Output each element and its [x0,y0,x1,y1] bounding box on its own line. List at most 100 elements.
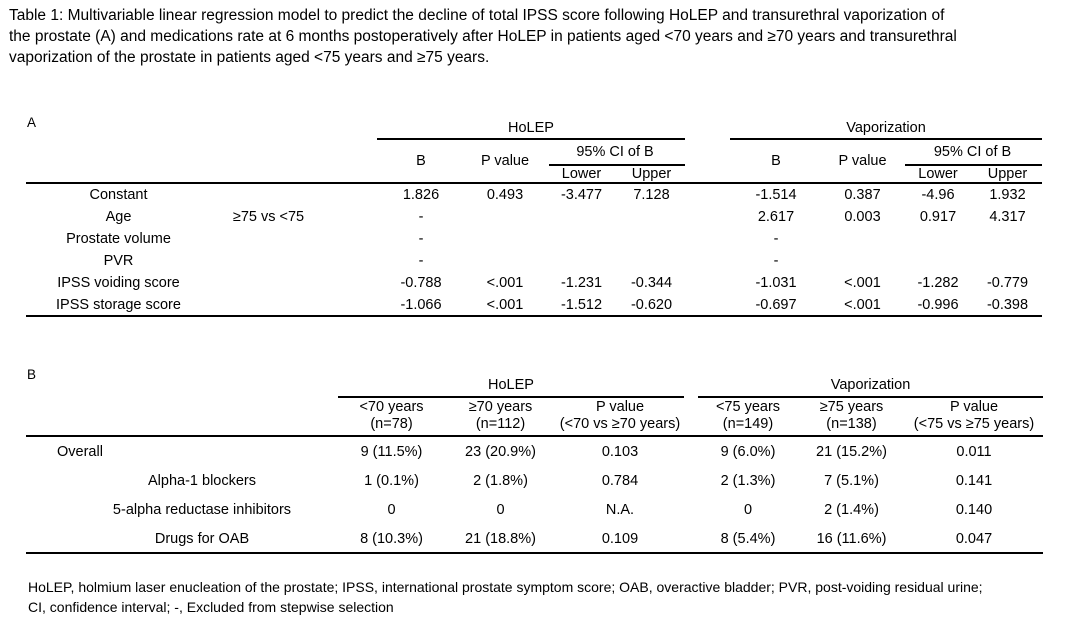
value-cell: 0.109 [601,530,639,547]
value-cell: -4.96 [921,187,955,203]
row-sublabel [211,294,326,316]
value-cell: -0.779 [986,275,1029,291]
value-cell: 2 (1.4%) [824,501,879,518]
value-cell: - [773,253,779,269]
col-header-lt70: <70 years (n=78) [338,396,445,435]
value-cell: -1.066 [400,297,442,313]
col-header-line1: ≥75 years [819,399,884,415]
value-cell [618,228,685,250]
value-cell: - [418,231,424,247]
value-cell: -1.514 [755,187,797,203]
col-header-line1: P value [595,399,645,415]
value-cell: <.001 [486,297,524,313]
value-cell: 0 [387,501,396,518]
value-cell: 0.011 [956,443,992,460]
value-cell: N.A. [605,501,635,518]
bottom-rule-b [26,552,1043,554]
value-cell [973,228,1042,250]
value-cell: 0.141 [955,472,993,489]
col-header-line2: (n=112) [475,415,526,432]
group-header-holep: HoLEP [488,377,534,393]
col-header-line1: P value [949,399,999,415]
value-cell [465,250,545,272]
value-cell [973,250,1042,272]
col-header-upper-holep: Upper [631,166,672,182]
panel-a-body: Constant 1.826 0.493 -3.477 7.128 -1.514… [26,184,1042,316]
group-header-vaporization: Vaporization [846,119,926,136]
row-label: Alpha-1 blockers [148,472,256,489]
row-sublabel [211,272,326,294]
group-header-vaporization: Vaporization [830,377,911,393]
value-cell: 0.917 [919,209,957,225]
col-header-b-holep: B [416,152,426,169]
col-header-pvalue-vap: P value (<75 vs ≥75 years) [905,396,1043,435]
row-label: Age [105,209,132,225]
col-header-ci-vap: 95% CI of B [933,143,1012,160]
header-rule-a [26,182,1042,184]
value-cell: 0.784 [601,472,639,489]
col-header-line2: (n=149) [722,415,774,432]
bottom-rule-a [26,315,1042,317]
col-header-line1: <70 years [359,399,424,415]
value-cell: -1.231 [560,275,603,291]
row-sublabel [211,228,326,250]
value-cell: -3.477 [560,187,603,203]
value-cell: -1.282 [917,275,959,291]
value-cell: 0.003 [844,209,881,225]
row-label: Drugs for OAB [154,530,250,547]
col-header-ge75: ≥75 years (n=138) [798,396,905,435]
value-cell: 2 (1.3%) [720,472,776,489]
col-header-pvalue-holep: P value (<70 vs ≥70 years) [556,396,684,435]
col-header-line2: (n=138) [826,415,877,432]
value-cell: - [418,253,424,269]
col-header-pvalue-vap: P value [838,152,887,169]
value-cell: -0.996 [917,297,959,313]
value-cell [465,206,545,228]
header-rule-b [26,435,1043,437]
panel-b-label: B [27,367,37,382]
col-header-upper-vap: Upper [987,166,1028,182]
value-cell: 1.932 [989,187,1026,203]
value-cell: 0 [743,501,753,518]
value-cell: 7 (5.1%) [824,472,879,489]
vaporization-group-underline-a [730,138,1042,140]
col-header-line2: (<75 vs ≥75 years) [913,415,1035,432]
col-header-line2: (n=78) [370,415,413,432]
value-cell [545,250,618,272]
value-cell: -0.697 [755,297,797,313]
col-header-line1: <75 years [715,399,781,415]
value-cell: 21 (18.8%) [465,530,536,547]
value-cell: 16 (11.6%) [816,530,887,547]
row-label: IPSS storage score [56,297,181,313]
row-label: 5-alpha reductase inhibitors [112,501,292,518]
value-cell: 23 (20.9%) [465,443,536,460]
row-label: Overall [57,443,103,460]
value-cell: - [773,231,779,247]
value-cell: -0.620 [630,297,673,313]
row-label: IPSS voiding score [57,275,180,291]
value-cell: 0.047 [955,530,993,547]
panel-b-body: Overall 9 (11.5%) 23 (20.9%) 0.103 9 (6.… [26,437,1043,553]
value-cell: 0.387 [844,187,881,203]
value-cell [618,206,685,228]
value-cell: <.001 [844,275,881,291]
value-cell: -1.512 [560,297,603,313]
holep-group-underline-a [377,138,685,140]
col-header-b-vap: B [771,152,781,169]
value-cell: 21 (15.2%) [816,443,887,460]
row-sublabel [211,250,326,272]
value-cell: 0 [496,501,505,518]
value-cell: 2.617 [757,209,795,225]
value-cell [545,228,618,250]
value-cell: - [418,209,424,225]
value-cell: 7.128 [633,187,670,203]
value-cell [618,250,685,272]
row-sublabel [211,184,326,206]
value-cell: 9 (11.5%) [360,443,423,460]
value-cell: 0.493 [486,187,524,203]
value-cell: <.001 [486,275,524,291]
panel-b-header: HoLEP Vaporization <70 years (n=78) ≥70 … [26,374,1043,435]
col-header-lower-holep: Lower [561,166,602,182]
holep-group-underline-b [338,396,684,398]
row-sublabel: ≥75 vs <75 [232,209,305,225]
